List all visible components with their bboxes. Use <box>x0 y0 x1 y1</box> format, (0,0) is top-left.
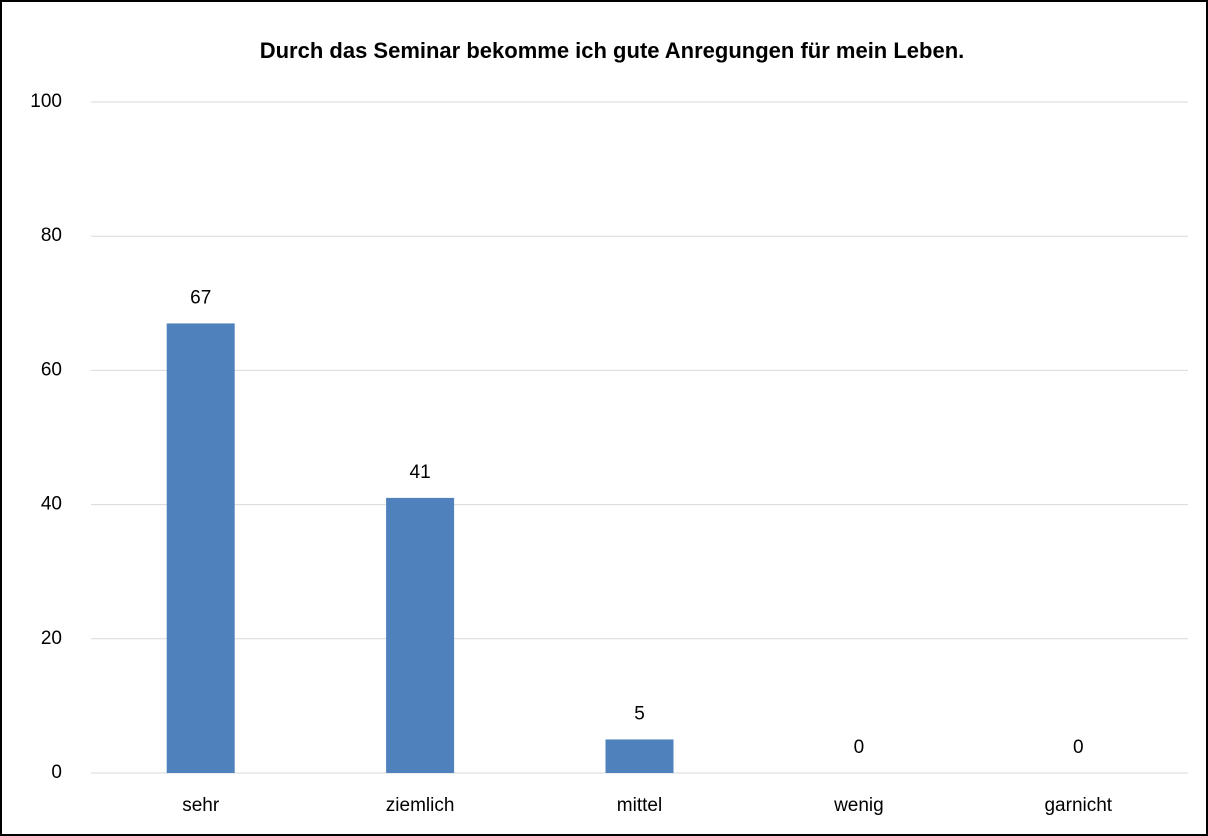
y-tick-label: 0 <box>51 762 62 783</box>
data-label: 0 <box>1073 737 1084 758</box>
y-tick-label: 80 <box>41 225 62 246</box>
y-tick-label: 40 <box>41 494 62 515</box>
chart-title: Durch das Seminar bekomme ich gute Anreg… <box>260 38 965 63</box>
y-tick-label: 100 <box>30 91 62 112</box>
data-label: 0 <box>854 737 865 758</box>
data-label: 67 <box>190 287 211 308</box>
x-tick-label: garnicht <box>1044 795 1112 816</box>
bar <box>386 497 455 773</box>
bar <box>166 323 235 773</box>
x-tick-label: mittel <box>617 795 662 816</box>
y-tick-label: 60 <box>41 359 62 380</box>
x-tick-label: ziemlich <box>386 795 455 816</box>
x-tick-label: sehr <box>182 795 220 816</box>
x-tick-label: wenig <box>833 795 884 816</box>
data-label: 41 <box>410 462 431 483</box>
bar <box>605 739 674 773</box>
data-label: 5 <box>634 703 645 724</box>
y-tick-label: 20 <box>41 628 62 649</box>
